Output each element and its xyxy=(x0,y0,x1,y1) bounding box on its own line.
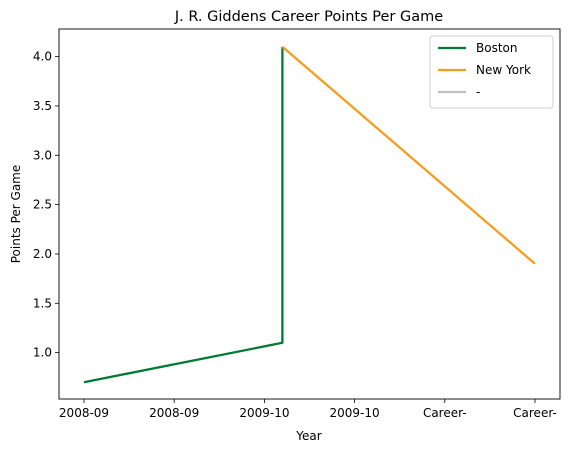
y-tick-label: 3.0 xyxy=(33,148,52,162)
legend-label: New York xyxy=(476,63,531,77)
x-tick-label: Career- xyxy=(513,406,557,420)
y-tick-label: 1.0 xyxy=(33,346,52,360)
x-tick-label: 2008-09 xyxy=(149,406,199,420)
legend: Boston New York - xyxy=(430,36,553,108)
x-tick-label: 2009-10 xyxy=(239,406,289,420)
y-tick-label: 2.5 xyxy=(33,198,52,212)
x-tick-label: 2008-09 xyxy=(59,406,109,420)
y-tick-label: 4.0 xyxy=(33,50,52,64)
x-tick-label: Career- xyxy=(423,406,467,420)
y-tick-label: 3.5 xyxy=(33,99,52,113)
legend-label: Boston xyxy=(476,41,517,55)
legend-label: - xyxy=(476,85,480,99)
x-tick-label: 2009-10 xyxy=(330,406,380,420)
y-axis-label: Points Per Game xyxy=(9,165,23,264)
x-axis: 2008-09 2008-09 2009-10 2009-10 Career- Caree… xyxy=(59,399,557,420)
x-axis-label: Year xyxy=(295,429,321,443)
chart-title: J. R. Giddens Career Points Per Game xyxy=(174,9,443,25)
y-axis: 1.0 1.5 2.0 2.5 3.0 3.5 4.0 xyxy=(33,50,59,360)
y-tick-label: 2.0 xyxy=(33,247,52,261)
series-line-boston xyxy=(84,47,282,382)
y-tick-label: 1.5 xyxy=(33,296,52,310)
